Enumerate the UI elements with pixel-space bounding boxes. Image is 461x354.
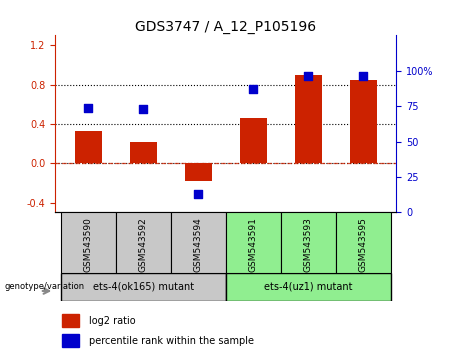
Bar <box>130 142 157 163</box>
Text: ets-4(ok165) mutant: ets-4(ok165) mutant <box>93 282 194 292</box>
Bar <box>226 273 391 301</box>
Point <box>250 86 257 92</box>
Bar <box>336 212 391 273</box>
Bar <box>116 212 171 273</box>
Text: ets-4(uz1) mutant: ets-4(uz1) mutant <box>264 282 353 292</box>
Text: percentile rank within the sample: percentile rank within the sample <box>89 336 254 346</box>
Text: genotype/variation: genotype/variation <box>5 282 85 291</box>
Title: GDS3747 / A_12_P105196: GDS3747 / A_12_P105196 <box>136 21 316 34</box>
Text: GSM543593: GSM543593 <box>304 217 313 272</box>
Point <box>305 74 312 79</box>
Bar <box>184 163 212 181</box>
Text: GSM543595: GSM543595 <box>359 217 368 272</box>
Text: GSM543594: GSM543594 <box>194 217 203 272</box>
Bar <box>295 75 322 163</box>
Point <box>85 105 92 110</box>
Text: GSM543591: GSM543591 <box>249 217 258 272</box>
Bar <box>75 131 102 163</box>
Bar <box>226 212 281 273</box>
Text: GSM543592: GSM543592 <box>139 217 148 272</box>
Bar <box>61 273 226 301</box>
Bar <box>240 118 267 163</box>
Point <box>140 106 147 112</box>
Bar <box>61 212 116 273</box>
Bar <box>62 334 79 347</box>
Point <box>195 191 202 197</box>
Bar <box>171 212 226 273</box>
Text: log2 ratio: log2 ratio <box>89 316 136 326</box>
Point <box>360 74 367 79</box>
Bar <box>62 314 79 327</box>
Text: GSM543590: GSM543590 <box>84 217 93 272</box>
Bar <box>281 212 336 273</box>
Bar <box>350 80 377 163</box>
